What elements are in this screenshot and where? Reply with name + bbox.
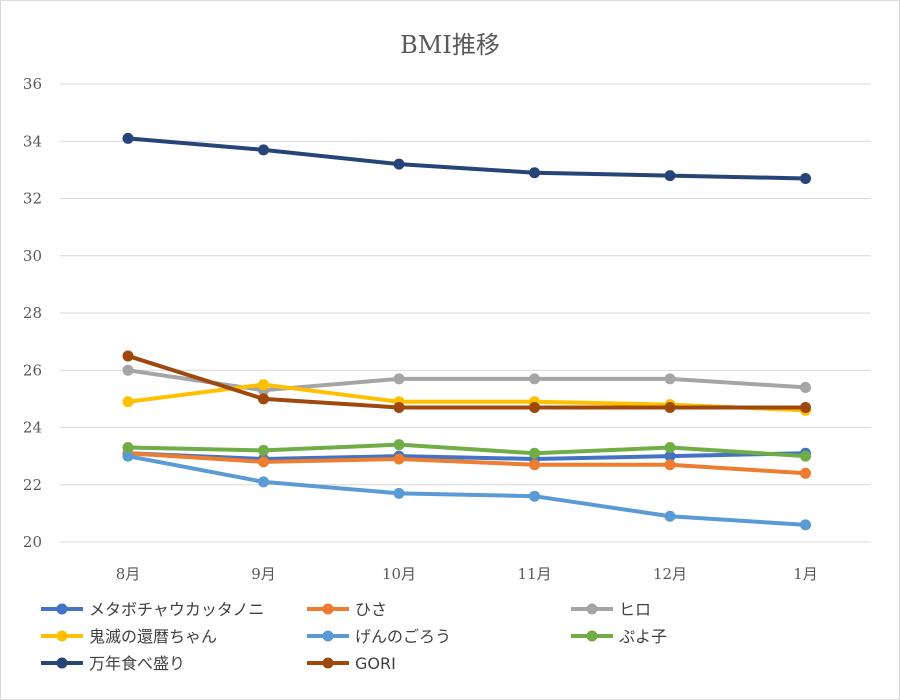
legend-item: ひさ: [307, 600, 387, 619]
y-tick-label: 32: [23, 190, 42, 208]
series-line: [126, 451, 808, 476]
legend-item: GORI: [307, 654, 396, 673]
legend-label: ひさ: [355, 600, 387, 619]
data-point: [529, 459, 540, 471]
data-point: [122, 396, 134, 408]
data-point: [393, 373, 405, 385]
series-line: [126, 451, 808, 461]
series-line: [126, 454, 808, 527]
legend-marker: [322, 603, 334, 615]
data-point: [529, 490, 540, 502]
data-point: [529, 401, 540, 413]
data-point: [664, 450, 676, 462]
series-7: [122, 132, 811, 184]
legend-label: GORI: [355, 654, 396, 673]
legend-label: メタボチャウカッタノニ: [89, 600, 264, 619]
data-point: [393, 439, 405, 451]
y-tick-label: 34: [23, 132, 42, 150]
data-point: [664, 401, 676, 413]
legend-label: 万年食べ盛り: [89, 654, 185, 673]
data-point: [122, 132, 134, 144]
legend-label: げんのごろう: [355, 627, 451, 646]
legend-label: 鬼滅の還暦ちゃん: [89, 627, 217, 646]
data-point: [393, 401, 405, 413]
data-point: [122, 450, 134, 462]
series-line: [126, 442, 808, 459]
y-tick-label: 24: [23, 419, 42, 437]
series-line: [126, 353, 808, 410]
x-tick-label: 9月: [251, 565, 276, 583]
series-5: [122, 450, 811, 531]
legend-marker: [56, 630, 68, 642]
y-tick-label: 20: [23, 533, 42, 551]
data-point: [258, 379, 269, 391]
legend-label: ヒロ: [619, 600, 651, 619]
data-point: [122, 364, 134, 376]
data-point: [122, 350, 134, 362]
data-point: [393, 487, 405, 499]
series-8: [122, 350, 811, 413]
data-point: [664, 510, 676, 522]
data-point: [800, 381, 811, 393]
legend-marker: [586, 603, 598, 615]
y-tick-label: 26: [23, 361, 42, 379]
y-tick-label: 36: [23, 75, 42, 93]
series-line: [126, 136, 808, 181]
x-tick-label: 8月: [116, 565, 141, 583]
gridlines: [60, 83, 871, 543]
data-point: [258, 393, 269, 405]
data-point: [258, 456, 269, 468]
data-point: [800, 467, 811, 479]
data-point: [800, 450, 811, 462]
series-6: [122, 439, 811, 462]
data-point: [664, 442, 676, 454]
series-lines: [122, 132, 811, 531]
legend-marker: [322, 630, 334, 642]
data-point: [529, 447, 540, 459]
data-point: [529, 167, 540, 179]
data-point: [258, 144, 269, 156]
legend-item: ヒロ: [571, 600, 651, 619]
x-axis: 8月 9月 10月 11月 12月 1月: [116, 565, 818, 583]
legend-item: 鬼滅の還暦ちゃん: [41, 627, 217, 646]
chart-title: BMI推移: [400, 31, 500, 59]
x-tick-label: 11月: [517, 565, 551, 583]
data-point: [800, 401, 811, 413]
data-point: [258, 444, 269, 456]
x-tick-label: 10月: [382, 565, 416, 583]
legend-item: メタボチャウカッタノニ: [41, 600, 264, 619]
x-tick-label: 1月: [793, 565, 818, 583]
data-point: [664, 373, 676, 385]
legend-marker: [586, 630, 598, 642]
y-tick-label: 28: [23, 304, 42, 322]
y-axis: 20 22 24 26 28 30 32 34 36: [23, 75, 42, 551]
legend-item: ぷよ子: [571, 627, 667, 646]
data-point: [393, 158, 405, 170]
x-tick-label: 12月: [653, 565, 687, 583]
y-tick-label: 22: [23, 476, 42, 494]
data-point: [800, 519, 811, 531]
data-point: [800, 172, 811, 184]
data-point: [258, 476, 269, 488]
legend-marker: [322, 657, 334, 669]
data-point: [664, 459, 676, 471]
legend-marker: [56, 657, 68, 669]
legend-item: 万年食べ盛り: [41, 654, 185, 673]
data-point: [393, 453, 405, 465]
data-point: [122, 442, 134, 454]
legend-marker: [56, 603, 68, 615]
data-point: [664, 170, 676, 182]
legend-label: ぷよ子: [619, 627, 667, 646]
data-point: [529, 373, 540, 385]
y-tick-label: 30: [23, 247, 42, 265]
legend-item: げんのごろう: [307, 627, 451, 646]
